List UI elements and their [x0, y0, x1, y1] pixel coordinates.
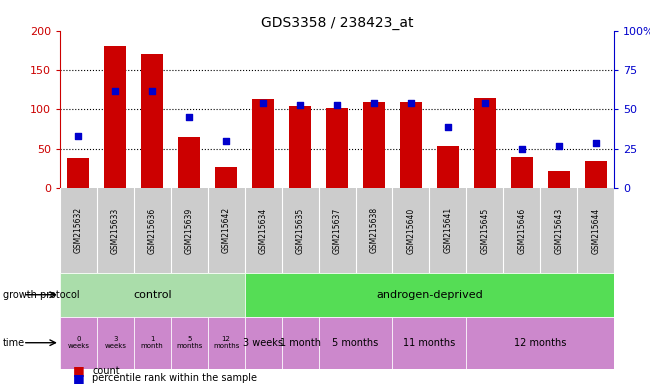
Bar [281, 317, 318, 369]
Point [332, 102, 342, 108]
Text: percentile rank within the sample: percentile rank within the sample [92, 373, 257, 383]
Bar [318, 317, 393, 369]
Bar [437, 146, 459, 188]
Bar [467, 317, 614, 369]
Bar [363, 101, 385, 188]
Text: GSM215632: GSM215632 [74, 207, 83, 253]
Text: 5
months: 5 months [176, 336, 202, 349]
Text: GSM215637: GSM215637 [333, 207, 341, 253]
Point [295, 102, 306, 108]
Bar [400, 103, 422, 188]
Text: 1
month: 1 month [141, 336, 164, 349]
Bar [134, 317, 171, 369]
Bar [171, 317, 207, 369]
Bar [393, 317, 467, 369]
Text: GSM215646: GSM215646 [517, 207, 526, 253]
Text: androgen-deprived: androgen-deprived [376, 290, 483, 300]
Bar [215, 167, 237, 188]
Bar [244, 273, 614, 317]
Point [406, 100, 416, 106]
Bar [511, 157, 533, 188]
Bar [67, 158, 89, 188]
Point [110, 88, 120, 94]
Bar [252, 99, 274, 188]
Text: ■: ■ [73, 372, 84, 384]
Point [369, 100, 379, 106]
Point [591, 139, 601, 146]
Text: GSM215633: GSM215633 [111, 207, 120, 253]
Bar [97, 317, 134, 369]
Text: GSM215643: GSM215643 [554, 207, 564, 253]
Text: 3
weeks: 3 weeks [104, 336, 126, 349]
Title: GDS3358 / 238423_at: GDS3358 / 238423_at [261, 16, 413, 30]
Bar [178, 137, 200, 188]
Text: GSM215644: GSM215644 [592, 207, 600, 253]
Text: time: time [3, 338, 25, 348]
Bar [548, 171, 570, 188]
Point [554, 142, 564, 149]
Text: control: control [133, 290, 172, 300]
Bar [585, 161, 607, 188]
Bar [104, 46, 126, 188]
Text: GSM215641: GSM215641 [443, 207, 452, 253]
Text: 1 month: 1 month [280, 338, 320, 348]
Text: 12 months: 12 months [514, 338, 567, 348]
Bar [60, 317, 97, 369]
Bar [289, 106, 311, 188]
Text: 11 months: 11 months [403, 338, 456, 348]
Text: 3 weeks: 3 weeks [243, 338, 283, 348]
Text: GSM215635: GSM215635 [296, 207, 305, 253]
Text: GSM215640: GSM215640 [406, 207, 415, 253]
Point [184, 114, 194, 121]
Text: GSM215634: GSM215634 [259, 207, 268, 253]
Text: GSM215639: GSM215639 [185, 207, 194, 253]
Bar [326, 108, 348, 188]
Text: GSM215636: GSM215636 [148, 207, 157, 253]
Bar [474, 98, 496, 188]
Point [480, 100, 490, 106]
Text: count: count [92, 366, 120, 376]
Text: 0
weeks: 0 weeks [68, 336, 89, 349]
Point [221, 138, 231, 144]
Point [73, 133, 83, 139]
Text: 12
months: 12 months [213, 336, 239, 349]
Text: GSM215642: GSM215642 [222, 207, 231, 253]
Point [443, 124, 453, 130]
Bar [244, 317, 281, 369]
Text: growth protocol: growth protocol [3, 290, 80, 300]
Point [517, 146, 527, 152]
Bar [141, 53, 163, 188]
Text: 5 months: 5 months [332, 338, 379, 348]
Bar [207, 317, 244, 369]
Bar [60, 273, 244, 317]
Point [147, 88, 157, 94]
Text: GSM215645: GSM215645 [480, 207, 489, 253]
Text: GSM215638: GSM215638 [369, 207, 378, 253]
Point [258, 100, 268, 106]
Text: ■: ■ [73, 364, 84, 377]
